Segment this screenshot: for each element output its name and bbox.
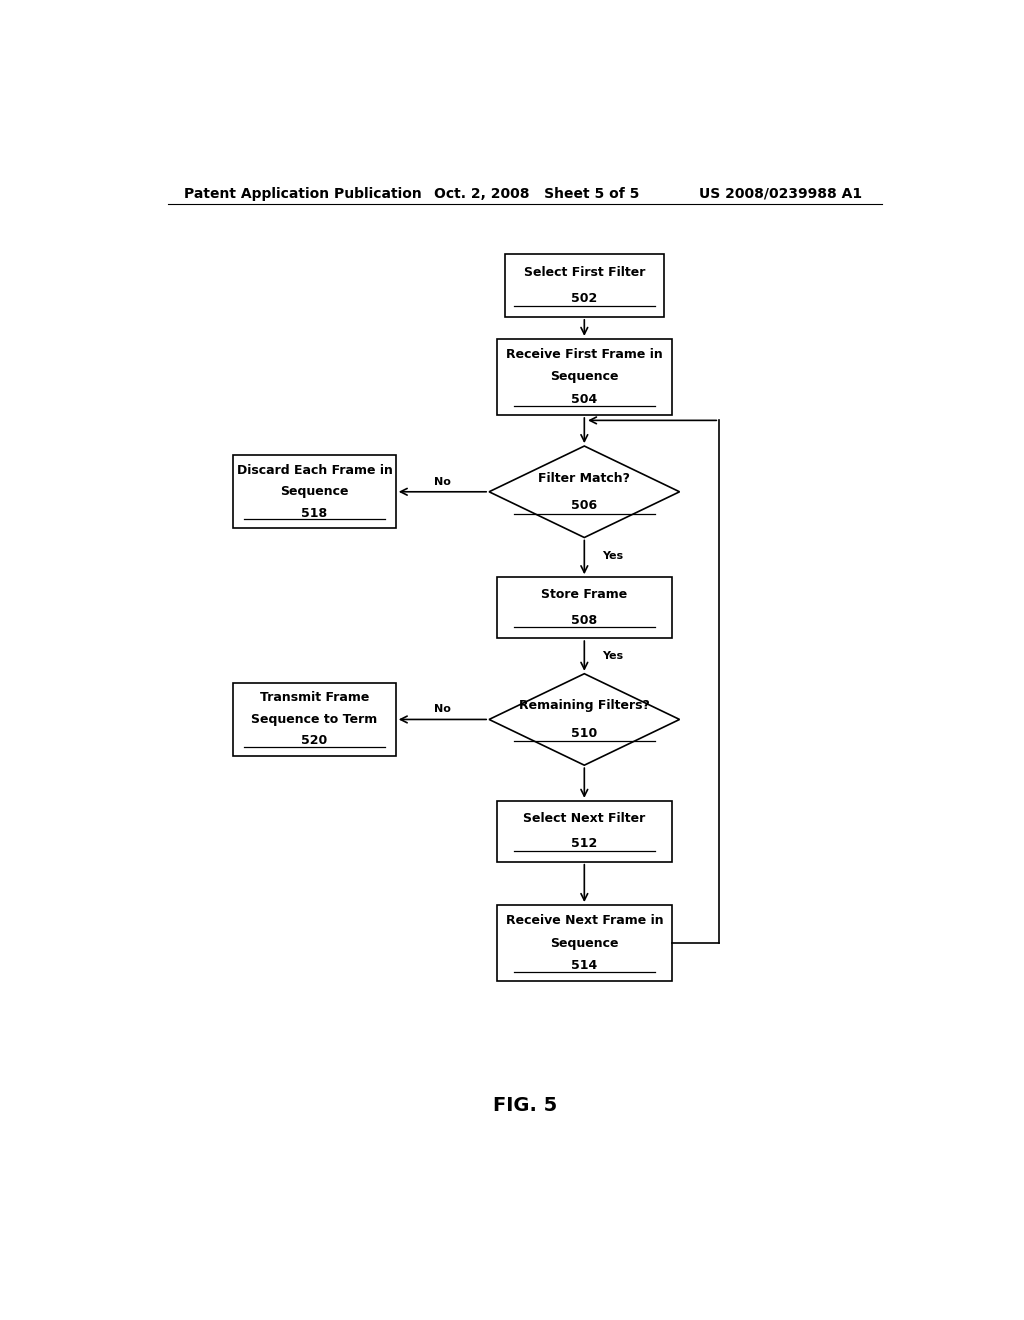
Bar bbox=[233, 682, 396, 756]
Text: Filter Match?: Filter Match? bbox=[539, 471, 631, 484]
Text: Sequence: Sequence bbox=[281, 486, 349, 498]
Bar bbox=[505, 253, 664, 317]
Bar bbox=[497, 906, 672, 981]
Text: 502: 502 bbox=[571, 292, 597, 305]
Text: Sequence: Sequence bbox=[550, 371, 618, 383]
Text: Yes: Yes bbox=[602, 652, 623, 661]
Text: Oct. 2, 2008   Sheet 5 of 5: Oct. 2, 2008 Sheet 5 of 5 bbox=[433, 187, 639, 201]
Text: Sequence to Term: Sequence to Term bbox=[251, 713, 378, 726]
Text: 518: 518 bbox=[301, 507, 328, 520]
Text: Transmit Frame: Transmit Frame bbox=[260, 692, 370, 705]
Text: 520: 520 bbox=[301, 734, 328, 747]
Text: US 2008/0239988 A1: US 2008/0239988 A1 bbox=[699, 187, 862, 201]
Text: FIG. 5: FIG. 5 bbox=[493, 1096, 557, 1115]
Text: 510: 510 bbox=[571, 727, 597, 739]
Bar bbox=[233, 455, 396, 528]
Text: Receive Next Frame in: Receive Next Frame in bbox=[506, 915, 664, 927]
Text: 508: 508 bbox=[571, 614, 597, 627]
Text: Discard Each Frame in: Discard Each Frame in bbox=[237, 463, 392, 477]
Polygon shape bbox=[489, 673, 680, 766]
Text: 506: 506 bbox=[571, 499, 597, 512]
Text: No: No bbox=[434, 705, 451, 714]
Text: No: No bbox=[434, 477, 451, 487]
Text: Patent Application Publication: Patent Application Publication bbox=[183, 187, 421, 201]
Bar bbox=[497, 339, 672, 414]
Text: 512: 512 bbox=[571, 837, 597, 850]
Polygon shape bbox=[489, 446, 680, 537]
Text: Store Frame: Store Frame bbox=[542, 589, 628, 602]
Text: Yes: Yes bbox=[602, 550, 623, 561]
Text: 514: 514 bbox=[571, 960, 597, 972]
Text: Select First Filter: Select First Filter bbox=[523, 265, 645, 279]
Bar bbox=[497, 577, 672, 638]
Text: Select Next Filter: Select Next Filter bbox=[523, 812, 645, 825]
Text: Remaining Filters?: Remaining Filters? bbox=[519, 700, 650, 713]
Text: Receive First Frame in: Receive First Frame in bbox=[506, 348, 663, 360]
Bar bbox=[497, 801, 672, 862]
Text: Sequence: Sequence bbox=[550, 937, 618, 949]
Text: 504: 504 bbox=[571, 393, 597, 405]
